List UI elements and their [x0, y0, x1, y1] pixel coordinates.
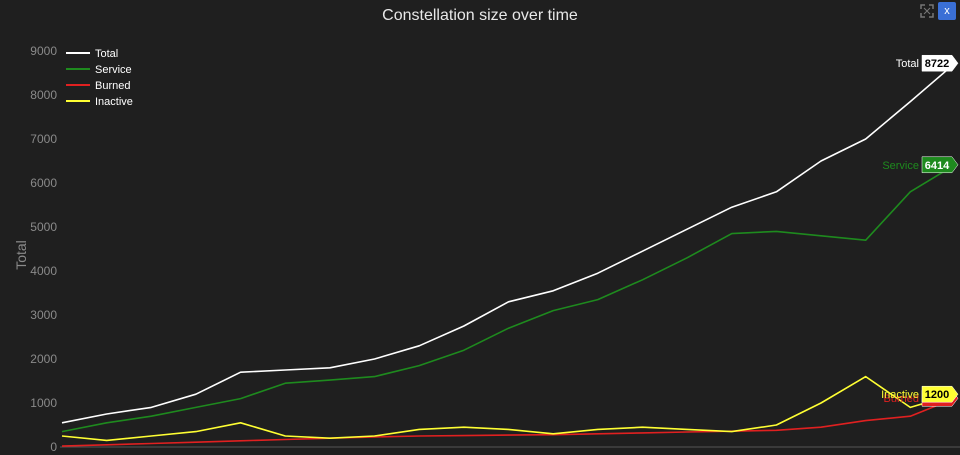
legend-item-total[interactable]: Total: [66, 48, 118, 60]
legend-item-burned[interactable]: Burned: [66, 80, 130, 92]
end-label-inactive: 1200 Inactive: [881, 385, 959, 403]
chart-title: Constellation size over time: [382, 7, 578, 24]
end-label-value: 1200: [925, 389, 949, 401]
y-axis-label: Total: [13, 240, 29, 270]
expand-icon[interactable]: [920, 4, 934, 18]
series-line-service: [61, 164, 956, 433]
end-label-name: Burned: [884, 393, 919, 405]
y-tick-label: 3000: [30, 308, 57, 322]
end-label-value: 6414: [925, 160, 950, 172]
y-tick-label: 6000: [30, 176, 57, 190]
series-line-burned: [61, 397, 956, 447]
y-tick-label: 5000: [30, 220, 57, 234]
close-button[interactable]: x: [938, 2, 956, 20]
end-label-name: Inactive: [881, 389, 919, 401]
y-axis-ticks: 0 1000 2000 3000 4000 5000 6000 7000 8000 9000: [30, 44, 57, 454]
legend-label: Inactive: [95, 96, 133, 108]
end-label-total: 8722 Total: [896, 54, 959, 72]
end-label-service: 6414 Service: [882, 156, 959, 174]
end-label-name: Total: [896, 58, 919, 70]
legend[interactable]: Total Service Burned Inactive: [66, 48, 133, 108]
y-tick-label: 2000: [30, 352, 57, 366]
series-line-total: [61, 62, 956, 424]
legend-item-service[interactable]: Service: [66, 64, 132, 76]
y-tick-label: 9000: [30, 44, 57, 58]
end-label-box: [921, 54, 959, 72]
end-label-name: Service: [882, 160, 919, 172]
legend-label: Service: [95, 64, 132, 76]
series-lines: [61, 62, 956, 447]
end-label-box: [921, 385, 959, 403]
y-tick-label: 4000: [30, 264, 57, 278]
end-labels: 8722Total6414Service1108Burned1200Inacti…: [881, 54, 959, 407]
legend-label: Burned: [95, 80, 130, 92]
y-tick-label: 1000: [30, 396, 57, 410]
legend-label: Total: [95, 48, 118, 60]
series-line-inactive: [61, 375, 956, 442]
y-tick-label: 0: [50, 440, 57, 454]
modebar: x: [920, 2, 956, 20]
end-label-box: [921, 156, 959, 174]
legend-item-inactive[interactable]: Inactive: [66, 96, 133, 108]
y-tick-label: 8000: [30, 88, 57, 102]
y-tick-label: 7000: [30, 132, 57, 146]
end-label-value: 8722: [925, 58, 949, 70]
